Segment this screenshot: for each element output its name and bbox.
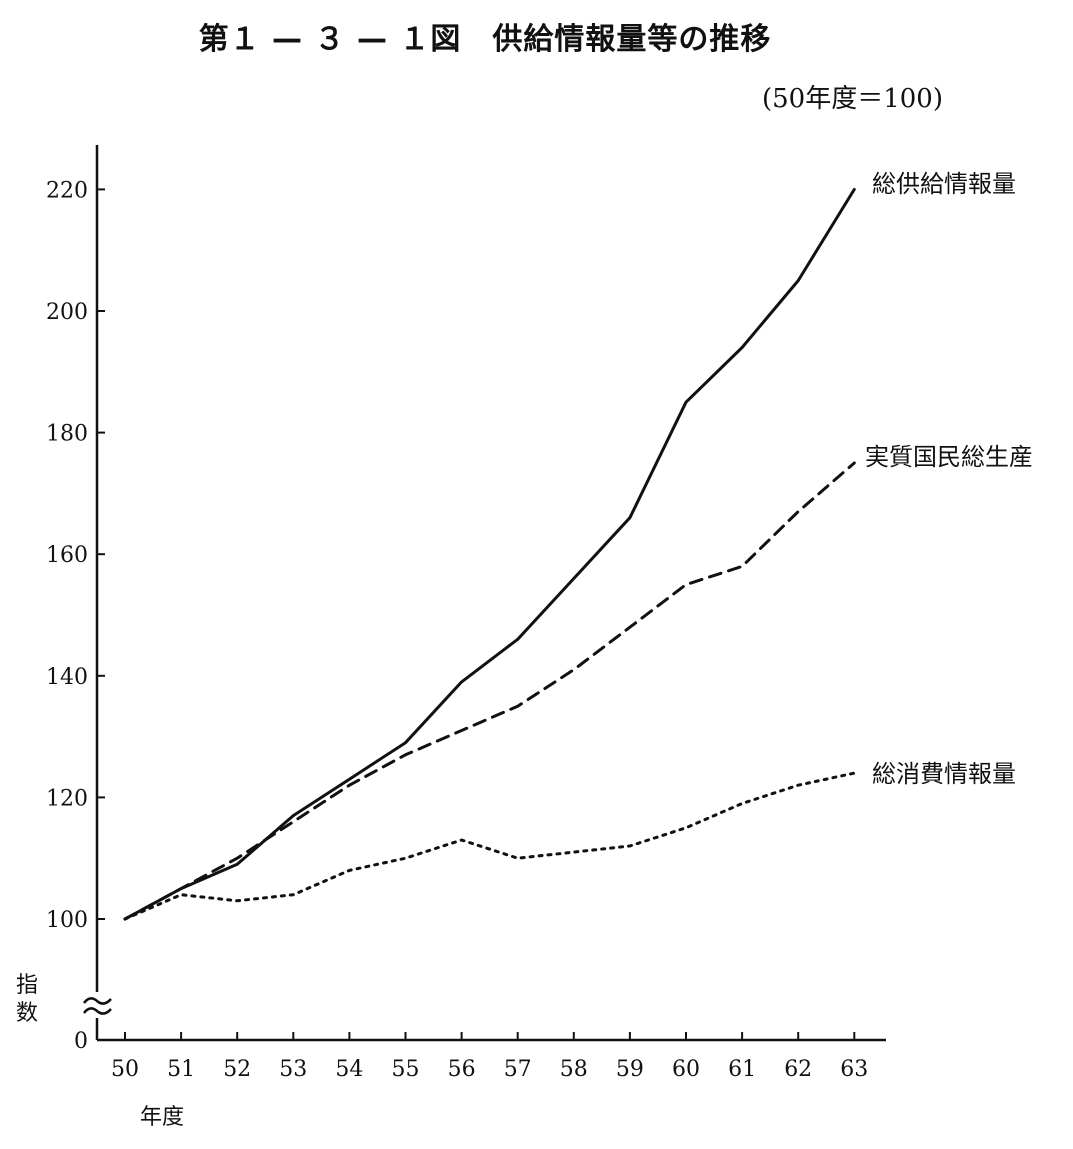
axis-break-mark-1: [83, 997, 112, 1005]
x-tick-label-58: 58: [560, 1057, 588, 1082]
y-tick-label-160: 160: [46, 543, 88, 568]
series-line-3: [123, 771, 856, 921]
series-label-3: 総消費情報量: [872, 760, 1016, 788]
x-tick-label-59: 59: [616, 1057, 644, 1082]
x-tick-label-60: 60: [672, 1057, 700, 1082]
x-tick-label-52: 52: [223, 1057, 251, 1082]
chart-title: 第１ — ３ — １図 供給情報量等の推移: [198, 22, 772, 57]
x-tick-label-63: 63: [840, 1057, 868, 1082]
series-line-2: [123, 461, 856, 921]
y-tick-label-100: 100: [46, 908, 88, 933]
y-tick-label-140: 140: [46, 665, 88, 690]
axis-break-mark-2: [83, 1007, 112, 1015]
x-tick-label-54: 54: [335, 1057, 363, 1082]
x-tick-label-61: 61: [728, 1057, 756, 1082]
series-line-1: [123, 187, 856, 921]
x-tick-label-51: 51: [167, 1057, 195, 1082]
y-tick-label-200: 200: [46, 300, 88, 325]
y-tick-label-120: 120: [46, 786, 88, 811]
y-tick-label-220: 220: [46, 178, 88, 203]
x-tick-label-53: 53: [279, 1057, 307, 1082]
y-tick-label-180: 180: [46, 422, 88, 447]
x-tick-label-50: 50: [111, 1057, 139, 1082]
x-tick-label-55: 55: [392, 1057, 420, 1082]
series-label-1: 総供給情報量: [872, 170, 1016, 198]
chart-subtitle: (50年度＝100): [762, 84, 943, 114]
x-tick-label-56: 56: [448, 1057, 476, 1082]
x-tick-label-62: 62: [784, 1057, 812, 1082]
y-tick-label-0: 0: [74, 1029, 88, 1054]
series-label-2: 実質国民総生産: [865, 443, 1033, 471]
y-axis-title: 指数: [16, 973, 38, 1026]
x-tick-label-57: 57: [504, 1057, 532, 1082]
x-axis-title: 年度: [140, 1105, 184, 1130]
